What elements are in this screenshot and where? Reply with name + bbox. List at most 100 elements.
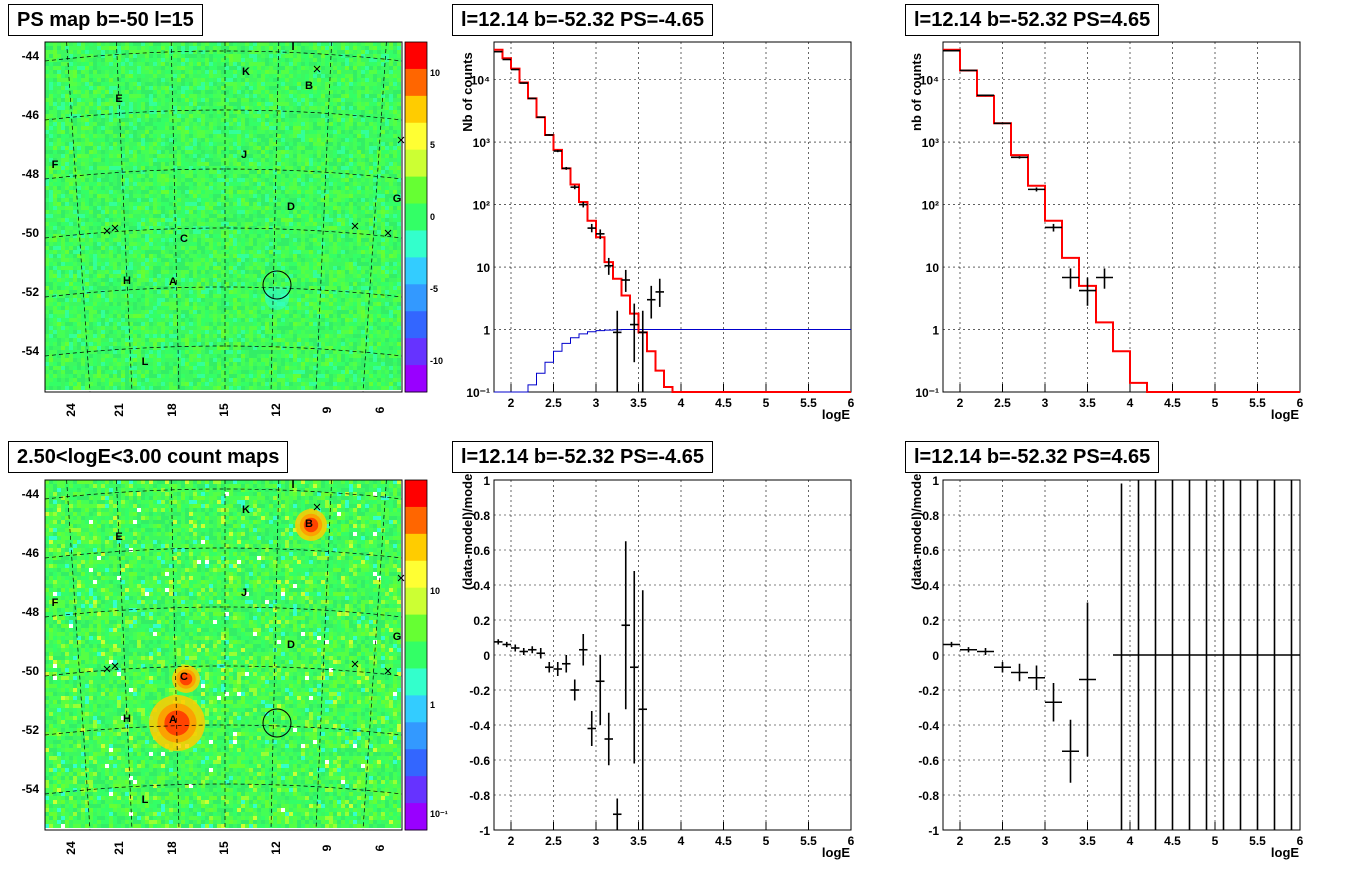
ps-map-pixel <box>165 70 169 74</box>
ps-map-pixel <box>85 186 89 190</box>
ps-map-pixel <box>373 194 377 198</box>
ps-map-pixel <box>81 190 85 194</box>
ps-map-pixel <box>385 182 389 186</box>
ps-map-pixel <box>317 66 321 70</box>
ps-map-pixel <box>225 90 229 94</box>
ps-map-pixel <box>277 142 281 146</box>
ps-map-pixel <box>309 206 313 210</box>
ps-map-pixel <box>117 82 121 86</box>
ps-map-pixel <box>261 214 265 218</box>
ps-map-pixel <box>201 166 205 170</box>
ps-map-pixel <box>109 122 113 126</box>
ps-map-pixel <box>317 190 321 194</box>
ps-map-pixel <box>377 58 381 62</box>
ps-map-pixel <box>181 262 185 266</box>
ps-map-pixel <box>253 210 257 214</box>
ps-map-pixel <box>97 126 101 130</box>
ps-map-pixel <box>297 162 301 166</box>
ps-map-pixel <box>105 78 109 82</box>
ps-map-pixel <box>301 262 305 266</box>
ps-map-pixel <box>73 214 77 218</box>
ps-map-pixel <box>221 262 225 266</box>
ps-map-pixel <box>397 42 401 46</box>
ps-map-pixel <box>85 86 89 90</box>
ps-map-pixel <box>281 182 285 186</box>
ps-map-pixel <box>97 226 101 230</box>
ps-map-pixel <box>145 178 149 182</box>
ps-map-pixel <box>361 74 365 78</box>
ps-map-pixel <box>209 122 213 126</box>
ps-map-pixel <box>221 66 225 70</box>
ps-map-pixel <box>53 66 57 70</box>
ps-map-pixel <box>85 222 89 226</box>
ps-map-pixel <box>353 158 357 162</box>
ps-map-pixel <box>185 98 189 102</box>
ps-map-pixel <box>169 166 173 170</box>
ps-map-pixel <box>157 82 161 86</box>
ps-map-pixel <box>389 102 393 106</box>
ps-map-pixel <box>141 94 145 98</box>
ps-map-pixel <box>325 254 329 258</box>
ps-map-pixel <box>193 138 197 142</box>
ps-map-pixel <box>201 58 205 62</box>
ps-map-pixel <box>117 218 121 222</box>
ps-map-pixel <box>257 234 261 238</box>
ps-map-pixel <box>49 134 53 138</box>
ps-map-pixel <box>153 226 157 230</box>
ps-map-pixel <box>261 178 265 182</box>
ps-map-pixel <box>353 98 357 102</box>
ps-map-pixel <box>385 186 389 190</box>
ps-map-pixel <box>349 78 353 82</box>
ps-map-pixel <box>101 210 105 214</box>
ps-map-pixel <box>205 90 209 94</box>
ps-map-pixel <box>381 238 385 242</box>
ps-map-pixel <box>337 146 341 150</box>
ps-map-pixel <box>237 82 241 86</box>
ps-map-pixel <box>329 162 333 166</box>
ps-map-pixel <box>317 58 321 62</box>
ps-map-pixel <box>241 222 245 226</box>
ps-map-pixel <box>65 86 69 90</box>
ps-map-pixel <box>301 242 305 246</box>
ps-map-pixel <box>281 178 285 182</box>
ps-map-pixel <box>285 122 289 126</box>
ps-map-pixel <box>53 62 57 66</box>
ps-map-pixel <box>249 106 253 110</box>
ps-map-pixel <box>185 242 189 246</box>
ps-map-pixel <box>201 210 205 214</box>
ps-map-pixel <box>353 262 357 266</box>
ps-map-pixel <box>49 90 53 94</box>
ps-map-pixel <box>241 190 245 194</box>
ps-map-pixel <box>241 42 245 46</box>
ps-map-pixel <box>149 202 153 206</box>
ps-map-pixel <box>329 110 333 114</box>
ps-map-pixel <box>141 226 145 230</box>
ps-map-pixel <box>377 262 381 266</box>
ps-map-pixel <box>93 194 97 198</box>
ps-map-pixel <box>241 182 245 186</box>
ps-map-pixel <box>93 262 97 266</box>
ps-map-pixel <box>93 118 97 122</box>
ps-map-pixel <box>309 66 313 70</box>
ps-map-pixel <box>165 246 169 250</box>
ps-map-pixel <box>205 134 209 138</box>
ps-map-pixel <box>241 206 245 210</box>
ps-map-pixel <box>113 198 117 202</box>
ps-map-pixel <box>201 146 205 150</box>
ps-map-pixel <box>233 74 237 78</box>
ps-map-pixel <box>321 258 325 262</box>
ps-map-pixel <box>281 186 285 190</box>
ps-map-pixel <box>381 146 385 150</box>
ps-map-pixel <box>125 54 129 58</box>
ps-map-pixel <box>389 42 393 46</box>
ps-map-pixel <box>49 218 53 222</box>
ps-map-pixel <box>241 238 245 242</box>
ps-map-pixel <box>145 222 149 226</box>
ps-map-pixel <box>245 114 249 118</box>
ps-map-pixel <box>141 238 145 242</box>
ps-map-pixel <box>309 222 313 226</box>
ps-map-pixel <box>349 234 353 238</box>
ps-map-pixel <box>197 94 201 98</box>
ps-map-pixel <box>169 158 173 162</box>
ps-map-pixel <box>125 98 129 102</box>
